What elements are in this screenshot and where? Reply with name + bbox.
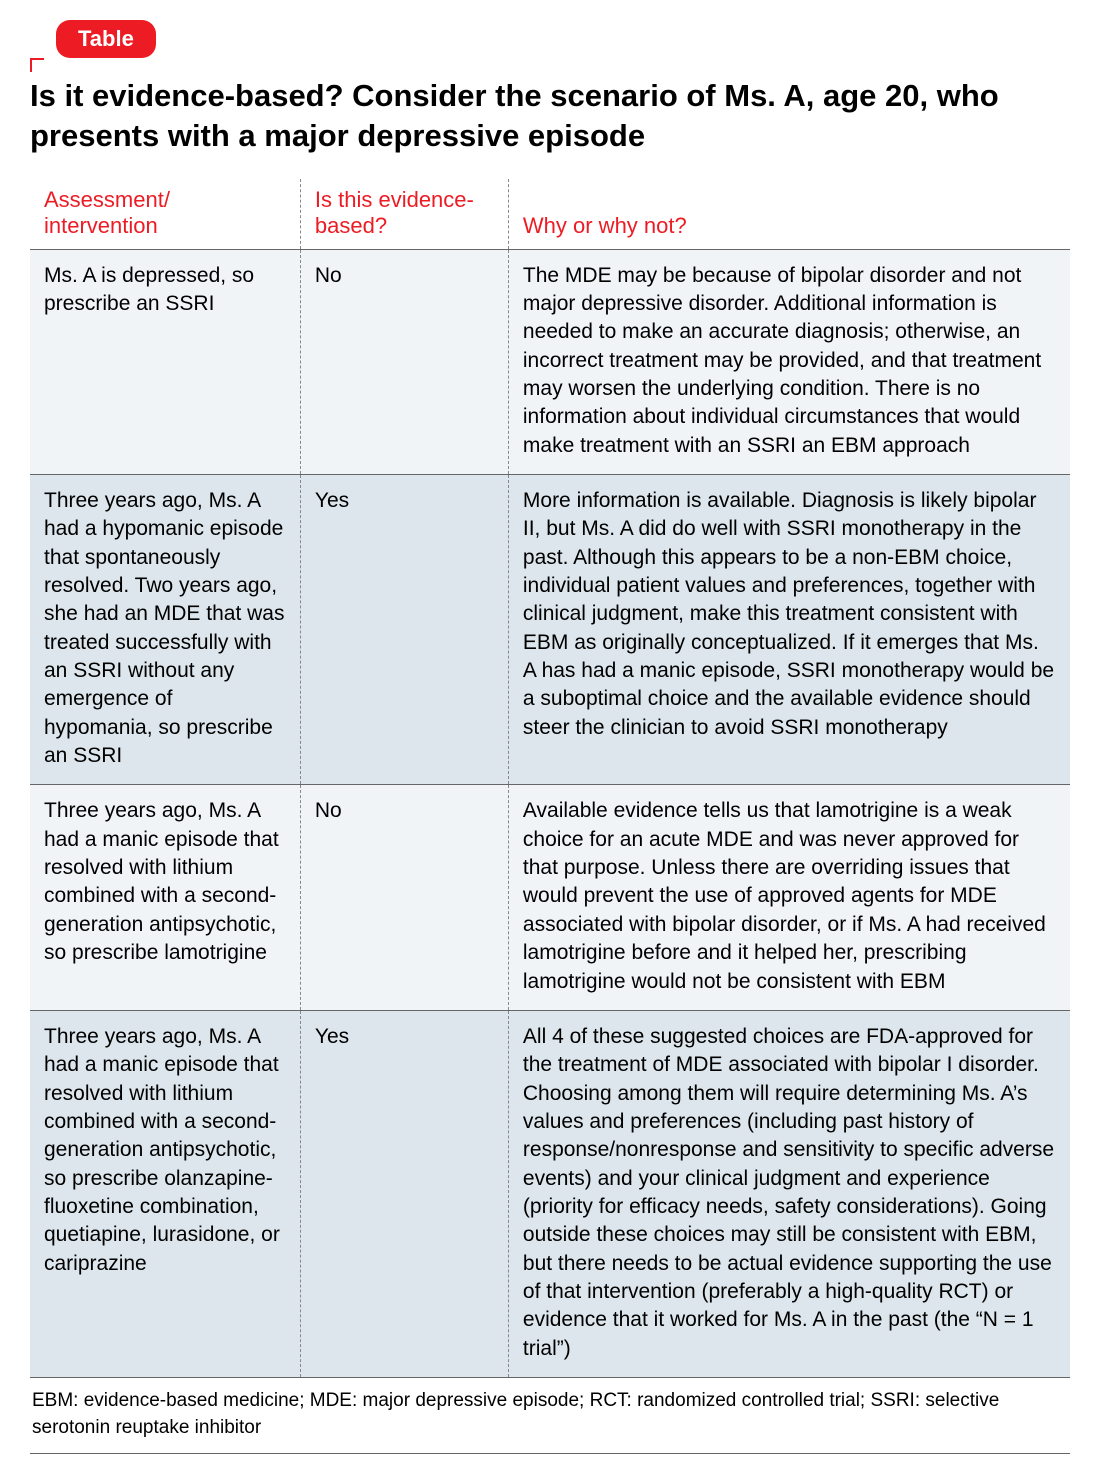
cell-evidence: Yes	[300, 1010, 508, 1377]
col-header-evidence: Is this evidence-based?	[300, 179, 508, 250]
cell-evidence: No	[300, 785, 508, 1010]
corner-bracket-icon	[30, 58, 44, 72]
table-tab-label: Table	[56, 20, 156, 58]
col-header-why: Why or why not?	[508, 179, 1070, 250]
table-footnote: EBM: evidence-based medicine; MDE: major…	[30, 1378, 1070, 1454]
cell-assessment: Ms. A is depressed, so prescribe an SSRI	[30, 249, 300, 474]
table-header-row: Assessment/intervention Is this evidence…	[30, 179, 1070, 250]
cell-why: All 4 of these suggested choices are FDA…	[508, 1010, 1070, 1377]
cell-assessment: Three years ago, Ms. A had a hypomanic e…	[30, 475, 300, 785]
table-tab-wrapper: Table	[30, 20, 1070, 58]
table-row: Ms. A is depressed, so prescribe an SSRI…	[30, 249, 1070, 474]
table-body: Ms. A is depressed, so prescribe an SSRI…	[30, 249, 1070, 1377]
table-row: Three years ago, Ms. A had a manic episo…	[30, 1010, 1070, 1377]
cell-why: Available evidence tells us that lamotri…	[508, 785, 1070, 1010]
table-row: Three years ago, Ms. A had a manic episo…	[30, 785, 1070, 1010]
cell-assessment: Three years ago, Ms. A had a manic episo…	[30, 1010, 300, 1377]
cell-assessment: Three years ago, Ms. A had a manic episo…	[30, 785, 300, 1010]
col-header-assessment: Assessment/intervention	[30, 179, 300, 250]
cell-evidence: Yes	[300, 475, 508, 785]
table-title: Is it evidence-based? Consider the scena…	[30, 76, 1070, 157]
cell-evidence: No	[300, 249, 508, 474]
cell-why: More information is available. Diagnosis…	[508, 475, 1070, 785]
cell-why: The MDE may be because of bipolar disord…	[508, 249, 1070, 474]
table-row: Three years ago, Ms. A had a hypomanic e…	[30, 475, 1070, 785]
evidence-table: Assessment/intervention Is this evidence…	[30, 179, 1070, 1378]
